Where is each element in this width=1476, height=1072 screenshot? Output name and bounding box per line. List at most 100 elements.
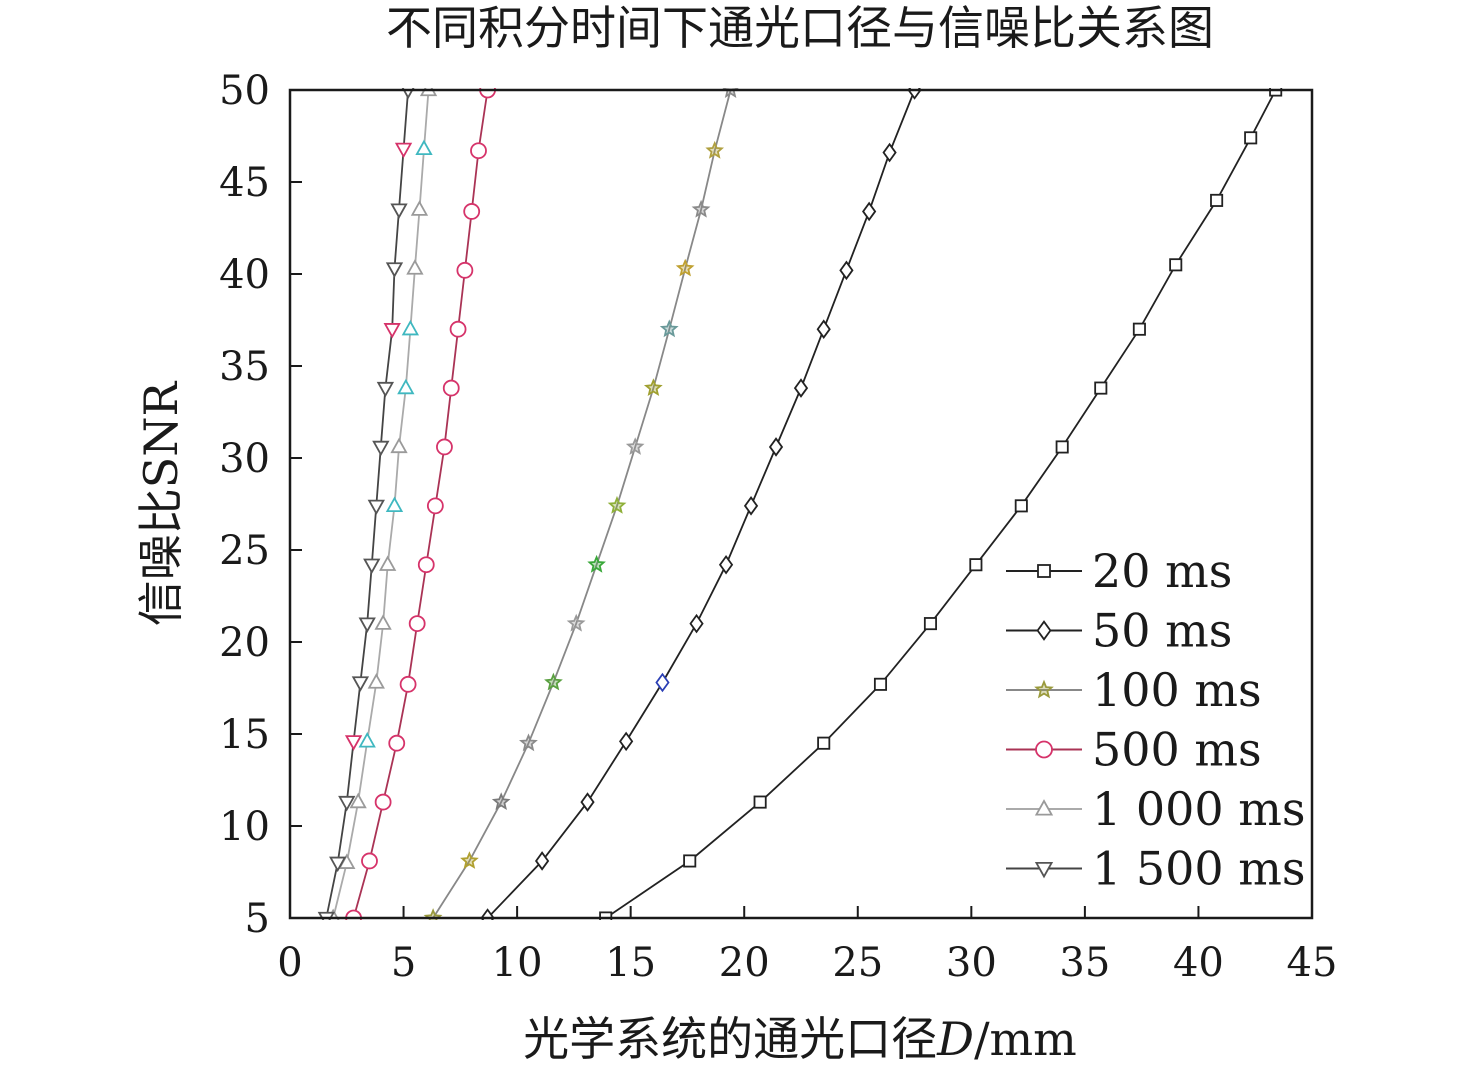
data-point [580, 792, 595, 812]
data-point [408, 615, 426, 632]
y-tick-label: 25 [219, 528, 270, 574]
data-point [401, 319, 420, 336]
data-point [390, 203, 408, 219]
legend-label: 20 ms [1092, 544, 1232, 598]
y-tick-label: 20 [219, 620, 270, 666]
data-point [675, 258, 695, 277]
y-tick-label: 50 [219, 68, 270, 114]
x-tick-label: 20 [719, 940, 770, 986]
data-point [344, 735, 363, 751]
data-point [534, 851, 550, 871]
data-point [417, 556, 435, 574]
data-point [1014, 499, 1028, 513]
legend-marker [1034, 679, 1054, 699]
data-point [768, 437, 784, 457]
data-point [1244, 131, 1258, 145]
data-point [372, 440, 390, 457]
data-point [367, 673, 385, 689]
data-point [449, 320, 467, 338]
data-point [1094, 381, 1108, 395]
data-point [491, 792, 511, 810]
data-point [385, 262, 404, 278]
data-point [406, 259, 424, 275]
data-point [718, 554, 734, 575]
series-100-ms [423, 88, 739, 920]
data-point [625, 437, 645, 455]
series-line [486, 89, 916, 919]
data-point [361, 852, 378, 870]
data-point [519, 733, 538, 752]
y-tick-label: 35 [219, 344, 270, 390]
x-axis-title: 光学系统的通光口径D/mm [523, 1012, 1077, 1066]
data-point [923, 617, 937, 631]
series-line [432, 89, 732, 919]
data-point [367, 499, 385, 516]
data-point [619, 731, 634, 752]
data-point [753, 795, 767, 809]
legend-label: 1 500 ms [1092, 842, 1306, 896]
data-point [969, 558, 983, 572]
x-tick-label: 10 [492, 940, 543, 986]
data-point [436, 438, 453, 456]
data-point [374, 614, 392, 630]
x-tick-label: 15 [605, 940, 656, 986]
data-point [456, 261, 474, 279]
legend-label: 500 ms [1092, 723, 1262, 777]
x-tick-label: 40 [1173, 940, 1224, 986]
data-point [689, 613, 704, 634]
data-point [415, 139, 433, 156]
data-point [839, 260, 854, 281]
y-tick-label: 45 [219, 160, 270, 206]
data-point [873, 677, 888, 691]
legend-marker [1034, 799, 1054, 816]
chart-title: 不同积分时间下通光口径与信噪比关系图 [386, 1, 1214, 55]
series-50-ms [480, 88, 922, 920]
data-point [655, 672, 670, 693]
data-point [743, 496, 759, 516]
data-point [1132, 322, 1146, 336]
data-point [817, 736, 831, 750]
data-point [374, 793, 392, 811]
data-point [793, 378, 809, 398]
data-point [643, 378, 663, 396]
data-point [378, 555, 397, 571]
data-point [349, 792, 367, 809]
legend-marker [1034, 862, 1054, 879]
legend-marker [1036, 620, 1052, 641]
data-point [399, 675, 417, 693]
data-point [1055, 440, 1069, 454]
data-point [705, 140, 725, 159]
plot-frame [288, 88, 1314, 920]
data-point [882, 142, 897, 163]
legend-label: 50 ms [1092, 604, 1232, 658]
x-tick-label: 5 [391, 940, 416, 986]
y-tick-label: 30 [219, 436, 270, 482]
legend-entry: 1 000 ms [1006, 782, 1306, 836]
data-point [329, 856, 347, 873]
legend-label: 1 000 ms [1092, 782, 1306, 836]
series-20-ms [599, 88, 1283, 920]
data-point [358, 732, 376, 748]
data-point [376, 381, 395, 398]
legend-entry: 500 ms [1006, 723, 1262, 777]
data-point [470, 142, 487, 160]
y-tick-label: 15 [219, 712, 270, 758]
legend-entry: 1 500 ms [1006, 842, 1306, 896]
data-point [691, 199, 711, 218]
series-layer [317, 88, 1283, 920]
legend-marker [1037, 564, 1051, 578]
data-point [394, 142, 413, 159]
data-point [1210, 193, 1224, 207]
x-tick-label: 35 [1059, 940, 1110, 986]
data-point [460, 851, 479, 869]
legend-marker [1035, 740, 1053, 759]
data-point [390, 437, 408, 454]
data-point [659, 319, 679, 338]
y-tick-label: 5 [245, 896, 270, 942]
y-axis-title: 信噪比SNR [134, 380, 188, 626]
x-tick-label: 0 [277, 940, 302, 986]
x-tick-label: 30 [946, 940, 997, 986]
data-point [587, 554, 606, 573]
